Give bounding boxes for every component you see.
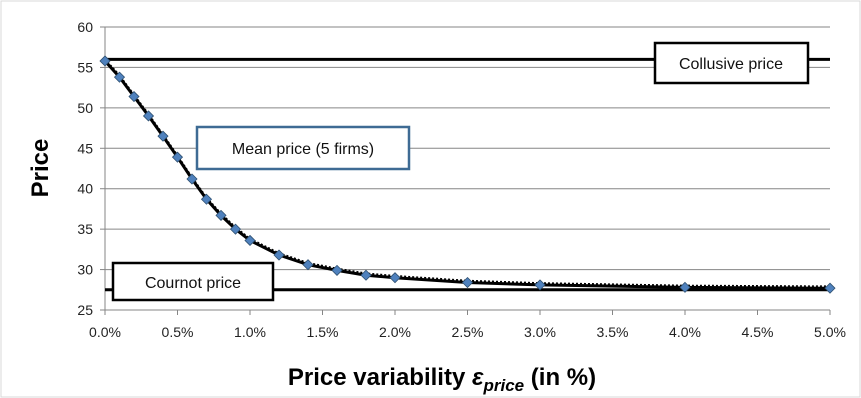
x-tick-label: 2.0% (379, 324, 411, 340)
annotation-mean-price-box (195, 125, 411, 171)
x-tick-label: 0.5% (162, 324, 194, 340)
annotation-mean-price-text: Mean price (5 firms) (232, 141, 374, 158)
data-point (824, 282, 836, 294)
y-tick-label: 50 (77, 100, 93, 116)
x-tick-label: 2.5% (452, 324, 484, 340)
y-tick-label: 40 (77, 181, 93, 197)
data-point (679, 281, 691, 293)
x-tick-label: 1.5% (307, 324, 339, 340)
series-line (103, 59, 831, 290)
y-tick-label: 30 (77, 262, 93, 278)
annotation-mean-price: Mean price (5 firms) (195, 125, 411, 171)
data-point (157, 130, 169, 142)
x-tick-label: 3.0% (524, 324, 556, 340)
data-point (128, 90, 140, 103)
y-axis-title: Price (27, 139, 54, 198)
x-tick-label: 5.0% (814, 324, 846, 340)
tick-labels: 25 30 35 40 45 50 55 60 0.0% 0.5% 1.0% 1.5% 2.0% 2.5%… (77, 19, 846, 340)
data-point (99, 55, 111, 67)
data-point (171, 151, 184, 163)
data-point (360, 269, 372, 281)
annotation-cournot-price-box (111, 261, 275, 302)
data-point (215, 209, 227, 221)
data-point (200, 193, 213, 205)
x-axis-title-main: Price variability (288, 364, 472, 391)
x-tick-label: 0.0% (89, 324, 121, 340)
data-point (534, 279, 546, 291)
data-point (186, 173, 198, 185)
data-point (273, 249, 285, 261)
x-tick-label: 4.5% (742, 324, 774, 340)
y-tick-label: 55 (77, 59, 93, 75)
y-tick-label: 35 (77, 221, 93, 237)
annotation-cournot-price-text: Cournot price (145, 275, 241, 292)
data-point (389, 272, 401, 284)
x-tick-label: 1.0% (234, 324, 266, 340)
x-tick-label: 3.5% (597, 324, 629, 340)
annotation-collusive-price-box (653, 41, 810, 85)
y-tick-label: 60 (77, 19, 93, 35)
data-point (244, 234, 256, 247)
data-point (331, 264, 343, 276)
data-point (461, 276, 474, 289)
data-point (142, 110, 155, 122)
data-point (302, 259, 314, 271)
y-tick-label: 45 (77, 140, 93, 156)
annotation-cournot-price: Cournot price (111, 261, 275, 302)
data-point (229, 223, 242, 235)
x-axis-title: Price variability εprice (in %) (288, 364, 596, 395)
annotation-collusive-price-text: Collusive price (679, 56, 783, 73)
series-mean-price (99, 55, 836, 294)
x-tick-label: 4.0% (669, 324, 701, 340)
x-axis-title-symbol: ε (472, 364, 484, 391)
y-tick-label: 25 (77, 302, 93, 318)
x-axis-title-subscript: price (482, 376, 524, 395)
annotation-collusive-price: Collusive price (653, 41, 810, 85)
data-point (113, 71, 126, 83)
x-axis-title-tail: (in %) (524, 364, 596, 391)
